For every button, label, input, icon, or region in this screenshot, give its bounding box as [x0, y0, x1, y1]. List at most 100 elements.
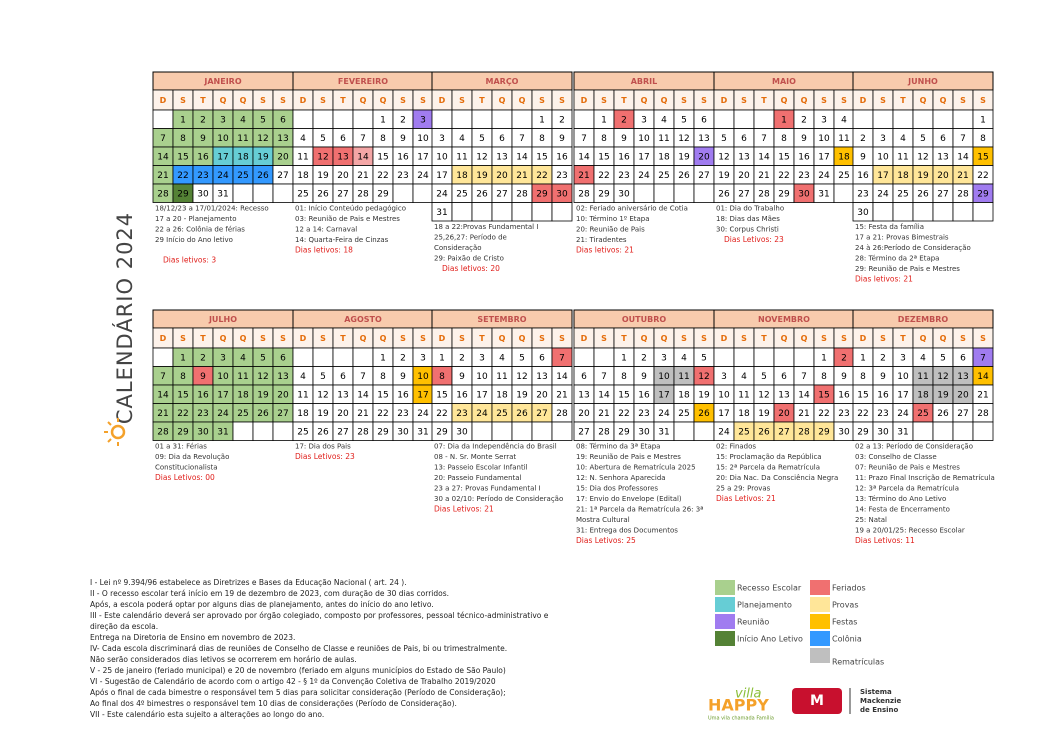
day-number: 28 [758, 189, 770, 199]
note: 01 a 31: Férias [155, 443, 207, 451]
day-number: 22 [536, 171, 547, 181]
month-name: SETEMBRO [477, 315, 526, 324]
weekday-label: S [260, 334, 266, 343]
day-number: 20 [337, 171, 349, 181]
legend-label: Reunião [737, 618, 769, 627]
day-number: 29 [618, 427, 630, 437]
day-number: 22 [377, 409, 388, 419]
day-number: 7 [160, 372, 166, 382]
day-number: 6 [280, 115, 286, 125]
day-number: 6 [781, 372, 787, 382]
day-number: 30 [638, 427, 650, 437]
sun-icon [104, 418, 126, 446]
day-number: 12 [917, 152, 928, 162]
day-number: 24 [658, 409, 670, 419]
day-number: 5 [320, 372, 326, 382]
day-number: 21 [957, 171, 968, 181]
day-number: 3 [880, 134, 886, 144]
day-number: 26 [476, 189, 488, 199]
day-number: 19 [917, 171, 929, 181]
legend-label: Recesso Escolar [737, 584, 802, 593]
legend-label: Colônia [832, 634, 862, 644]
weekday-label: S [459, 334, 465, 343]
day-number: 9 [860, 152, 866, 162]
weekday-label: S [601, 96, 607, 105]
day-number: 14 [556, 372, 568, 382]
day-number: 22 [436, 409, 447, 419]
day-number: 25 [496, 409, 507, 419]
dias-letivos: Dias letivos: 18 [295, 246, 353, 255]
day-cell [892, 109, 914, 129]
month-name: MAIO [772, 77, 796, 86]
day-number: 8 [821, 372, 827, 382]
day-number: 30 [197, 189, 209, 199]
note: 15: 2ª Parcela da Rematrícula [716, 464, 820, 472]
note: 30: Corpus Christi [716, 226, 779, 234]
day-number: 6 [701, 115, 707, 125]
weekday-label: S [539, 96, 545, 105]
day-number: 8 [621, 372, 627, 382]
day-number: 15 [818, 390, 829, 400]
day-number: 23 [638, 409, 649, 419]
day-number: 15 [618, 390, 629, 400]
day-number: 31 [436, 208, 447, 218]
weekday-label: S [701, 334, 707, 343]
weekday-label: S [420, 334, 426, 343]
day-number: 24 [417, 409, 429, 419]
day-number: 19 [257, 152, 269, 162]
day-number: 5 [681, 115, 687, 125]
day-cell [912, 202, 934, 222]
day-cell [912, 421, 934, 441]
day-number: 9 [880, 372, 886, 382]
note: 23 a 27: Provas Fundamental I [434, 485, 541, 493]
note: 14: Quarta-Feira de Cinzas [295, 236, 389, 244]
month-name: OUTUBRO [622, 315, 667, 324]
footnote: Entrega na Diretoria de Ensino em novemb… [90, 633, 295, 642]
note: 25: Natal [855, 516, 887, 524]
weekday-label: S [280, 334, 286, 343]
day-number: 4 [741, 372, 747, 382]
weekday-label: Q [781, 96, 788, 105]
day-cell [152, 109, 174, 129]
note: 29 Início do Ano letivo [155, 236, 233, 244]
day-number: 30 [556, 189, 568, 199]
note: 21: Tiradentes [576, 236, 627, 244]
dias-letivos: Dias Letivos: 00 [155, 473, 215, 482]
day-number: 14 [357, 390, 369, 400]
note: 31: Entrega dos Documentos [576, 527, 678, 535]
day-number: 31 [818, 189, 829, 199]
weekday-label: S [539, 334, 545, 343]
day-number: 28 [157, 189, 169, 199]
day-number: 8 [439, 372, 445, 382]
weekday-label: S [420, 96, 426, 105]
day-number: 12 [257, 134, 268, 144]
day-number: 17 [217, 390, 228, 400]
day-cell [232, 421, 254, 441]
day-number: 12 [317, 390, 328, 400]
day-number: 15 [177, 152, 188, 162]
legend-swatch [810, 614, 830, 629]
day-number: 16 [618, 152, 630, 162]
day-number: 7 [559, 353, 565, 363]
day-number: 9 [400, 372, 406, 382]
day-number: 1 [439, 353, 445, 363]
day-cell [332, 109, 354, 129]
note: 10: Abertura de Rematrícula 2025 [576, 464, 696, 472]
day-cell [292, 109, 314, 129]
day-number: 28 [977, 409, 989, 419]
day-number: 23 [556, 171, 567, 181]
day-number: 16 [638, 390, 650, 400]
day-number: 13 [738, 152, 749, 162]
note: 22 a 26: Colônia de férias [155, 226, 245, 234]
day-number: 12 [718, 152, 729, 162]
day-number: 11 [496, 372, 507, 382]
footnote: II - O recesso escolar terá início em 19… [90, 589, 449, 598]
day-number: 24 [217, 171, 229, 181]
day-number: 22 [377, 171, 388, 181]
day-number: 6 [340, 134, 346, 144]
day-number: 9 [801, 134, 807, 144]
day-number: 26 [937, 409, 949, 419]
day-number: 21 [798, 409, 809, 419]
day-number: 15 [977, 152, 988, 162]
day-cell [693, 183, 715, 203]
